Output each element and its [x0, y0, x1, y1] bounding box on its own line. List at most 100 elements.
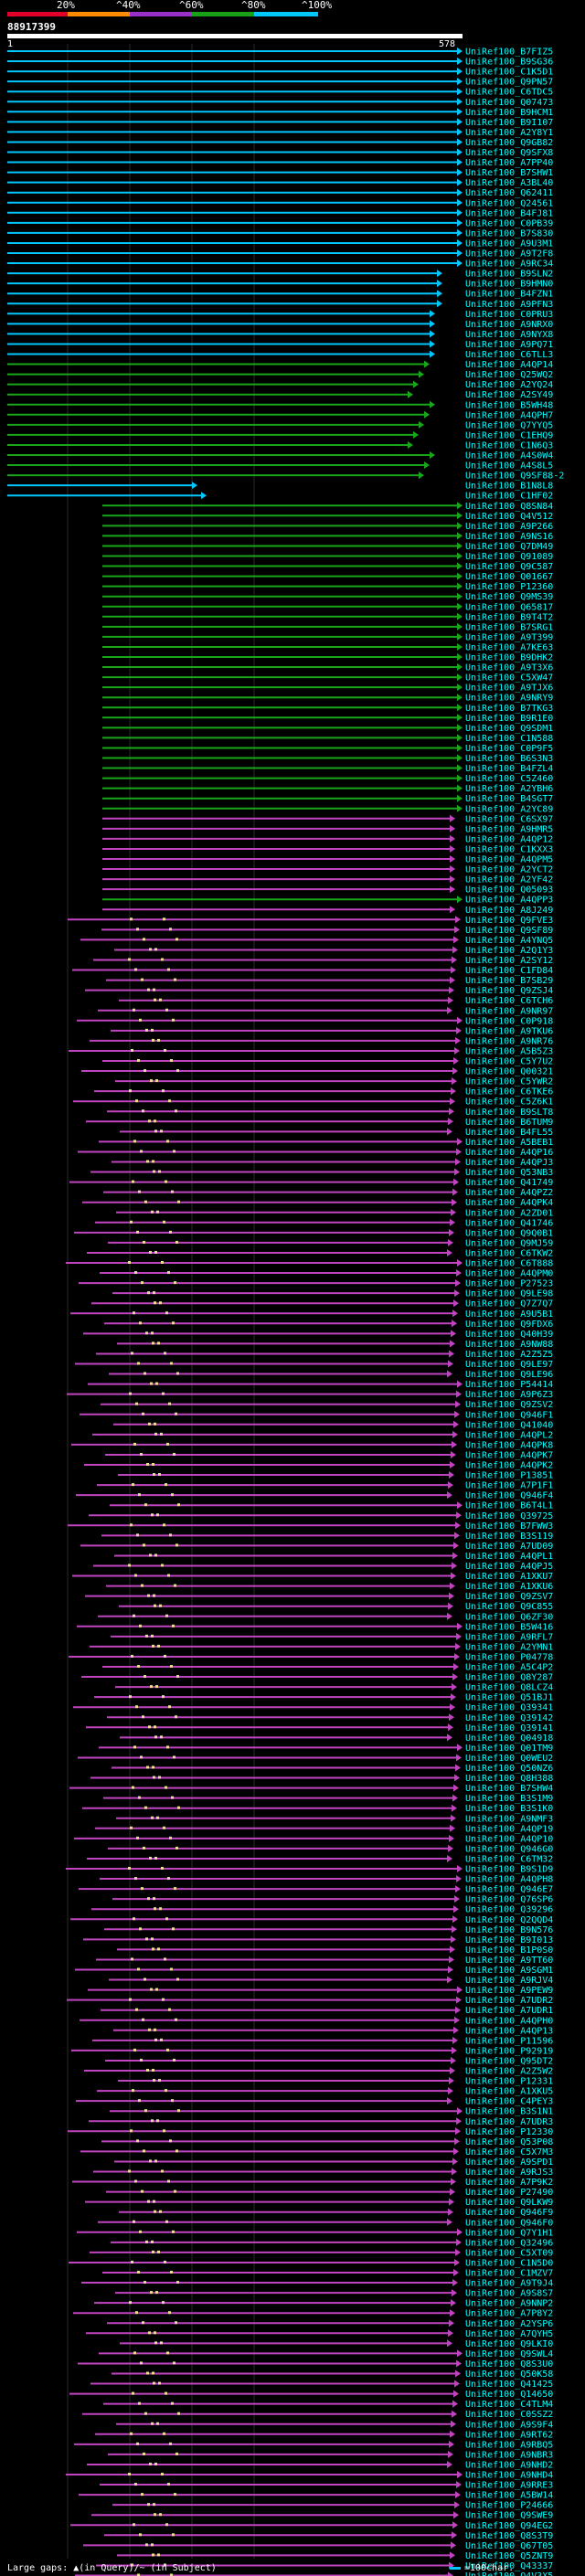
hit-label[interactable]: UniRef100_Q4V512 — [465, 512, 553, 522]
hit-label[interactable]: UniRef100_Q41040 — [465, 1420, 553, 1430]
hit-label[interactable]: UniRef100_Q24561 — [465, 198, 553, 208]
hit-label[interactable]: UniRef100_Q62411 — [465, 188, 553, 198]
hit-label[interactable]: UniRef100_A5C4P2 — [465, 1663, 553, 1673]
hit-row[interactable]: UniRef100_A9P6Z3 — [67, 1390, 553, 1400]
hit-label[interactable]: UniRef100_B7FWW3 — [465, 1521, 553, 1532]
hit-row[interactable]: UniRef100_Q8SN84 — [102, 502, 553, 512]
hit-row[interactable]: UniRef100_A5B5Z3 — [69, 1046, 553, 1056]
hit-row[interactable]: UniRef100_Q9LKW9 — [85, 2198, 553, 2208]
hit-row[interactable]: UniRef100_Q67T05 — [83, 2541, 553, 2551]
hit-row[interactable]: UniRef100_C1MZV7 — [102, 2269, 553, 2279]
hit-label[interactable]: UniRef100_B9SLN2 — [465, 270, 553, 280]
hit-row[interactable]: UniRef100_Q9MS39 — [102, 592, 553, 602]
hit-row[interactable]: UniRef100_A9RC34 — [7, 260, 553, 270]
hit-row[interactable]: UniRef100_Q76SP6 — [112, 1895, 553, 1905]
hit-label[interactable]: UniRef100_B6T4L1 — [465, 1501, 553, 1511]
hit-row[interactable]: UniRef100_B1N8L8 — [7, 482, 553, 492]
hit-label[interactable]: UniRef100_Q65817 — [465, 602, 553, 612]
hit-label[interactable]: UniRef100_Q9PN57 — [465, 78, 553, 88]
hit-label[interactable]: UniRef100_A9T2F8 — [465, 249, 553, 260]
hit-row[interactable]: UniRef100_A2Y8Y1 — [7, 128, 553, 138]
hit-row[interactable]: UniRef100_A2SY49 — [7, 390, 553, 400]
hit-label[interactable]: UniRef100_Q8H388 — [465, 1774, 553, 1784]
hit-row[interactable]: UniRef100_A9P266 — [102, 522, 553, 532]
hit-row[interactable]: UniRef100_Q8LCZ4 — [115, 1683, 553, 1693]
hit-row[interactable]: UniRef100_Q5ZNT9 — [117, 2551, 553, 2561]
hit-label[interactable]: UniRef100_A9PQ71 — [465, 340, 553, 350]
hit-row[interactable]: UniRef100_B4FZN1 — [7, 290, 553, 300]
hit-label[interactable]: UniRef100_Q53NB3 — [465, 1168, 553, 1178]
hit-row[interactable]: UniRef100_A9TKU6 — [111, 1026, 553, 1036]
hit-label[interactable]: UniRef100_B9SG36 — [465, 58, 553, 68]
hit-label[interactable]: UniRef100_C6TM32 — [465, 1854, 553, 1864]
hit-label[interactable]: UniRef100_C6TLL3 — [465, 350, 553, 360]
hit-row[interactable]: UniRef100_P92919 — [71, 2046, 553, 2056]
hit-row[interactable]: UniRef100_P54414 — [88, 1380, 553, 1390]
hit-label[interactable]: UniRef100_Q43337 — [465, 2561, 553, 2571]
hit-label[interactable]: UniRef100_A4QP13 — [465, 2026, 553, 2036]
hit-label[interactable]: UniRef100_A4QP12 — [465, 834, 553, 844]
hit-row[interactable]: UniRef100_A9T3X6 — [102, 663, 553, 673]
hit-label[interactable]: UniRef100_B6S3N3 — [465, 754, 553, 764]
hit-row[interactable]: UniRef100_Q9ZSV2 — [101, 1400, 553, 1410]
hit-row[interactable]: UniRef100_Q8S3U0 — [78, 2359, 553, 2369]
hit-label[interactable]: UniRef100_C5X7M3 — [465, 2147, 553, 2157]
hit-label[interactable]: UniRef100_Q51BJ1 — [465, 1693, 553, 1703]
hit-label[interactable]: UniRef100_A9T9J4 — [465, 2279, 553, 2289]
hit-row[interactable]: UniRef100_B9SG36 — [7, 58, 553, 68]
hit-row[interactable]: UniRef100_C6TM32 — [87, 1854, 553, 1864]
hit-row[interactable]: UniRef100_A4QP13 — [113, 2026, 553, 2036]
hit-label[interactable]: UniRef100_Q8LCZ4 — [465, 1683, 553, 1693]
hit-row[interactable]: UniRef100_A4QPM5 — [102, 855, 553, 865]
hit-row[interactable]: UniRef100_B7SHW1 — [7, 168, 553, 178]
hit-label[interactable]: UniRef100_A9P6Z3 — [465, 1390, 553, 1400]
hit-label[interactable]: UniRef100_A1XKU7 — [465, 1572, 553, 1582]
hit-row[interactable]: UniRef100_A2YBH6 — [102, 784, 553, 794]
hit-row[interactable]: UniRef100_B7SHW4 — [69, 1784, 553, 1794]
hit-label[interactable]: UniRef100_Q95DT2 — [465, 2056, 553, 2066]
hit-row[interactable]: UniRef100_B5W416 — [77, 1622, 553, 1632]
hit-label[interactable]: UniRef100_B9DHK2 — [465, 653, 553, 663]
hit-row[interactable]: UniRef100_Q41040 — [113, 1420, 553, 1430]
hit-row[interactable]: UniRef100_Q9LE98 — [112, 1289, 553, 1299]
hit-label[interactable]: UniRef100_Q7YYQ5 — [465, 420, 553, 430]
hit-label[interactable]: UniRef100_C1KXX3 — [465, 844, 553, 854]
hit-label[interactable]: UniRef100_P27490 — [465, 2188, 553, 2198]
hit-row[interactable]: UniRef100_A9NR76 — [90, 1036, 553, 1046]
hit-row[interactable]: UniRef100_A7P9K2 — [72, 2178, 553, 2188]
hit-label[interactable]: UniRef100_Q7DM49 — [465, 542, 553, 552]
hit-label[interactable]: UniRef100_B9N576 — [465, 1925, 553, 1935]
hit-label[interactable]: UniRef100_P12360 — [465, 582, 553, 592]
hit-row[interactable]: UniRef100_A9NBR3 — [108, 2450, 553, 2460]
hit-row[interactable]: UniRef100_A5BEB1 — [99, 1138, 553, 1148]
hit-label[interactable]: UniRef100_C1FD84 — [465, 966, 553, 976]
hit-row[interactable]: UniRef100_A9TJX6 — [102, 684, 553, 694]
hit-label[interactable]: UniRef100_A7P1F1 — [465, 1481, 553, 1491]
hit-label[interactable]: UniRef100_A2SY12 — [465, 956, 553, 966]
hit-row[interactable]: UniRef100_Q24561 — [7, 198, 553, 208]
hit-label[interactable]: UniRef100_Q39725 — [465, 1511, 553, 1521]
hit-row[interactable]: UniRef100_Q946E7 — [79, 1885, 553, 1895]
hit-label[interactable]: UniRef100_Q41749 — [465, 1178, 553, 1188]
hit-row[interactable]: UniRef100_B7FIZ5 — [7, 48, 553, 58]
hit-row[interactable]: UniRef100_A2SY12 — [93, 956, 553, 966]
hit-row[interactable]: UniRef100_C5YWR2 — [115, 1077, 553, 1087]
hit-row[interactable]: UniRef100_Q51BJ1 — [94, 1693, 553, 1703]
hit-label[interactable]: UniRef100_C0PB39 — [465, 218, 553, 228]
hit-row[interactable]: UniRef100_A4QPL2 — [92, 1430, 553, 1440]
hit-label[interactable]: UniRef100_A9U5B1 — [465, 1309, 553, 1320]
hit-row[interactable]: UniRef100_Q94EG2 — [70, 2521, 553, 2531]
hit-label[interactable]: UniRef100_A7P9K2 — [465, 2178, 553, 2188]
hit-label[interactable]: UniRef100_C5Z6K1 — [465, 1097, 553, 1108]
hit-row[interactable]: UniRef100_A9NR97 — [98, 1006, 553, 1016]
hit-row[interactable]: UniRef100_C1N6Q3 — [7, 440, 553, 451]
hit-row[interactable]: UniRef100_P12330 — [68, 2127, 553, 2137]
hit-row[interactable]: UniRef100_A2ZD01 — [116, 1208, 553, 1218]
hit-label[interactable]: UniRef100_A9S9F4 — [465, 2420, 553, 2430]
hit-row[interactable]: UniRef100_C1K5D1 — [7, 68, 553, 78]
hit-label[interactable]: UniRef100_Q53P08 — [465, 2137, 553, 2147]
hit-label[interactable]: UniRef100_A4QPJ3 — [465, 1158, 553, 1168]
hit-row[interactable]: UniRef100_B9HCM1 — [7, 108, 553, 118]
hit-label[interactable]: UniRef100_Q946F1 — [465, 1410, 553, 1420]
hit-label[interactable]: UniRef100_A4QPM0 — [465, 1269, 553, 1279]
